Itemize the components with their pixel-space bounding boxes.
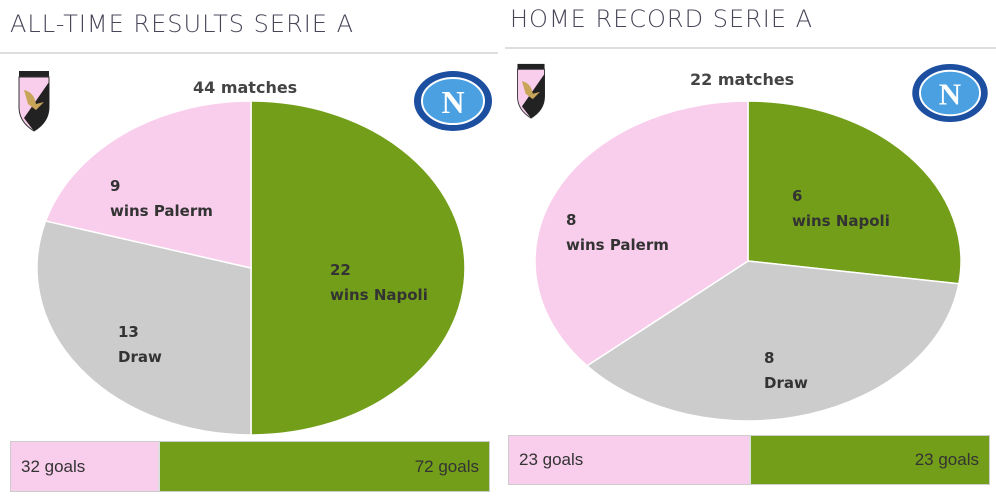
divider xyxy=(505,47,996,49)
data-label-palermo-home: 8 wins Palerm xyxy=(566,211,669,254)
goals-bar-alltime: 32 goals 72 goals xyxy=(10,441,490,492)
pie-slice-palermo xyxy=(44,100,252,269)
palermo-crest-icon xyxy=(18,71,50,132)
svg-text:N: N xyxy=(441,84,464,120)
pie-slice-palermo xyxy=(534,100,749,367)
goals-napoli-alltime: 72 goals xyxy=(158,442,489,491)
svg-text:N: N xyxy=(939,77,961,112)
pie-slice-draw xyxy=(585,260,960,422)
napoli-crest-icon: N xyxy=(912,63,988,123)
goals-napoli-home: 23 goals xyxy=(749,436,989,484)
pie-slice-draw xyxy=(36,220,252,436)
chart-title-alltime: ALL-TIME RESULTS SERIE A xyxy=(10,10,355,38)
pie-slice-napoli xyxy=(250,100,466,436)
divider xyxy=(0,52,498,54)
total-matches-home: 22 matches xyxy=(690,70,795,89)
data-label-palermo-alltime: 9 wins Palerm xyxy=(110,177,213,220)
data-label-draw-home: 8 Draw xyxy=(764,349,808,392)
goals-bar-home: 23 goals 23 goals xyxy=(508,435,990,485)
goals-palermo-alltime: 32 goals xyxy=(11,442,159,491)
data-label-napoli-alltime: 22 wins Napoli xyxy=(330,261,428,304)
data-label-napoli-home: 6 wins Napoli xyxy=(792,187,890,230)
data-label-draw-alltime: 13 Draw xyxy=(118,323,162,366)
goals-palermo-home: 23 goals xyxy=(509,436,749,484)
pie-slice-napoli xyxy=(747,100,962,285)
chart-title-home: HOME RECORD SERIE A xyxy=(510,5,814,33)
palermo-crest-icon xyxy=(517,63,545,119)
napoli-crest-icon: N xyxy=(414,71,492,131)
total-matches-alltime: 44 matches xyxy=(193,78,298,97)
